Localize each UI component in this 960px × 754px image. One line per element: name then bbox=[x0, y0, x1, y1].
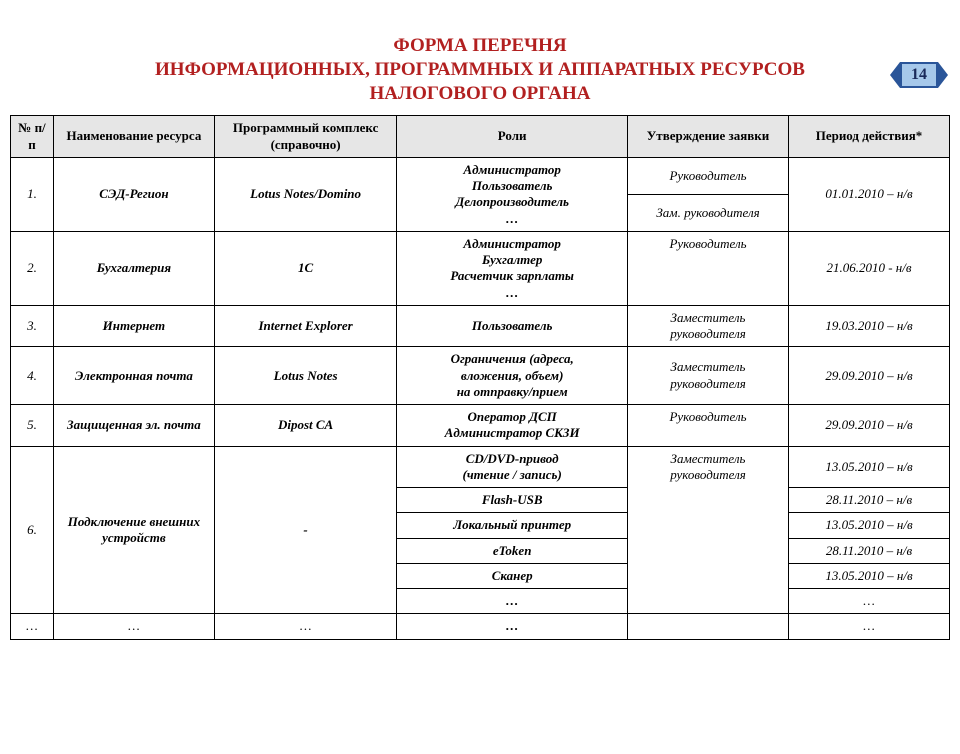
cell-roles: eToken bbox=[397, 538, 628, 563]
cell-roles: Администратор Пользователь Делопроизводи… bbox=[397, 157, 628, 231]
cell-period: 13.05.2010 – н/в bbox=[789, 513, 950, 538]
col-header-period: Период действия* bbox=[789, 116, 950, 158]
col-header-roles: Роли bbox=[397, 116, 628, 158]
resources-table: № п/п Наименование ресурса Программный к… bbox=[10, 115, 950, 639]
roles-line: Делопроизводитель bbox=[455, 194, 569, 209]
cell-num: 6. bbox=[11, 446, 54, 614]
cell-period: 29.09.2010 – н/в bbox=[789, 405, 950, 447]
roles-line: … bbox=[506, 211, 519, 226]
cell-num: 5. bbox=[11, 405, 54, 447]
roles-line: Бухгалтер bbox=[482, 252, 542, 267]
cell-complex: Lotus Notes/Domino bbox=[214, 157, 396, 231]
cell-name: Защищенная эл. почта bbox=[53, 405, 214, 447]
table-row: … … … … … bbox=[11, 614, 950, 639]
title-line-3: НАЛОГОВОГО ОРГАНА bbox=[369, 83, 590, 104]
table-header-row: № п/п Наименование ресурса Программный к… bbox=[11, 116, 950, 158]
cell-name: Подключение внешних устройств bbox=[53, 446, 214, 614]
cell-roles: CD/DVD-привод (чтение / запись) bbox=[397, 446, 628, 488]
roles-line: Пользователь bbox=[472, 178, 553, 193]
table-row: 2. Бухгалтерия 1С Администратор Бухгалте… bbox=[11, 231, 950, 305]
cell-name: … bbox=[53, 614, 214, 639]
cell-period: 01.01.2010 – н/в bbox=[789, 157, 950, 231]
cell-complex: 1С bbox=[214, 231, 396, 305]
roles-line: вложения, объем) bbox=[461, 368, 563, 383]
cell-approver: Руководитель bbox=[628, 157, 789, 194]
cell-roles: Администратор Бухгалтер Расчетчик зарпла… bbox=[397, 231, 628, 305]
cell-roles: Flash-USB bbox=[397, 488, 628, 513]
cell-roles: Пользователь bbox=[397, 305, 628, 347]
col-header-name: Наименование ресурса bbox=[53, 116, 214, 158]
table-row: 6. Подключение внешних устройств - CD/DV… bbox=[11, 446, 950, 488]
cell-roles: … bbox=[397, 614, 628, 639]
roles-line: Администратор bbox=[463, 162, 561, 177]
col-header-num: № п/п bbox=[11, 116, 54, 158]
cell-roles: Оператор ДСП Администратор СКЗИ bbox=[397, 405, 628, 447]
cell-period: 13.05.2010 – н/в bbox=[789, 563, 950, 588]
cell-period: … bbox=[789, 589, 950, 614]
cell-roles: Локальный принтер bbox=[397, 513, 628, 538]
cell-approver: Руководитель bbox=[628, 231, 789, 305]
cell-num: 2. bbox=[11, 231, 54, 305]
cell-num: 3. bbox=[11, 305, 54, 347]
cell-roles: … bbox=[397, 589, 628, 614]
roles-line: … bbox=[506, 285, 519, 300]
cell-complex: … bbox=[214, 614, 396, 639]
cell-approver: Руководитель bbox=[628, 405, 789, 447]
cell-approver: Зам. руководителя bbox=[628, 194, 789, 231]
cell-approver: Заместитель руководителя bbox=[628, 305, 789, 347]
cell-period: 29.09.2010 – н/в bbox=[789, 347, 950, 405]
col-header-approval: Утверждение заявки bbox=[628, 116, 789, 158]
page-number-badge: 14 bbox=[900, 62, 938, 88]
roles-line: Администратор bbox=[463, 236, 561, 251]
cell-period: 13.05.2010 – н/в bbox=[789, 446, 950, 488]
cell-name: Интернет bbox=[53, 305, 214, 347]
col-header-complex: Программный комплекс (справочно) bbox=[214, 116, 396, 158]
roles-line: Ограничения (адреса, bbox=[451, 351, 574, 366]
roles-line: (чтение / запись) bbox=[463, 467, 562, 482]
title-line-1: ФОРМА ПЕРЕЧНЯ bbox=[393, 35, 566, 56]
cell-name: Электронная почта bbox=[53, 347, 214, 405]
table-row: 3. Интернет Internet Explorer Пользовате… bbox=[11, 305, 950, 347]
cell-roles: Сканер bbox=[397, 563, 628, 588]
cell-complex: - bbox=[214, 446, 396, 614]
cell-num: 1. bbox=[11, 157, 54, 231]
roles-line: на отправку/прием bbox=[457, 384, 568, 399]
cell-num: 4. bbox=[11, 347, 54, 405]
table-row: 4. Электронная почта Lotus Notes Огранич… bbox=[11, 347, 950, 405]
page-title: ФОРМА ПЕРЕЧНЯ ИНФОРМАЦИОННЫХ, ПРОГРАММНЫ… bbox=[20, 34, 940, 105]
cell-complex: Internet Explorer bbox=[214, 305, 396, 347]
cell-name: Бухгалтерия bbox=[53, 231, 214, 305]
cell-name: СЭД-Регион bbox=[53, 157, 214, 231]
table-row: 5. Защищенная эл. почта Dipost CA Операт… bbox=[11, 405, 950, 447]
roles-line: Расчетчик зарплаты bbox=[450, 268, 574, 283]
table-row: 1. СЭД-Регион Lotus Notes/Domino Админис… bbox=[11, 157, 950, 194]
title-line-2: ИНФОРМАЦИОННЫХ, ПРОГРАММНЫХ И АППАРАТНЫХ… bbox=[155, 59, 805, 80]
cell-period: 28.11.2010 – н/в bbox=[789, 538, 950, 563]
cell-num: … bbox=[11, 614, 54, 639]
cell-approver bbox=[628, 614, 789, 639]
cell-complex: Dipost CA bbox=[214, 405, 396, 447]
cell-approver: Заместитель руководителя bbox=[628, 446, 789, 614]
roles-line: Администратор СКЗИ bbox=[445, 425, 580, 440]
cell-approver: Заместитель руководителя bbox=[628, 347, 789, 405]
roles-line: CD/DVD-привод bbox=[466, 451, 559, 466]
cell-roles: Ограничения (адреса, вложения, объем) на… bbox=[397, 347, 628, 405]
cell-period: 28.11.2010 – н/в bbox=[789, 488, 950, 513]
cell-period: … bbox=[789, 614, 950, 639]
roles-line: Оператор ДСП bbox=[468, 409, 557, 424]
cell-period: 21.06.2010 - н/в bbox=[789, 231, 950, 305]
cell-complex: Lotus Notes bbox=[214, 347, 396, 405]
cell-period: 19.03.2010 – н/в bbox=[789, 305, 950, 347]
